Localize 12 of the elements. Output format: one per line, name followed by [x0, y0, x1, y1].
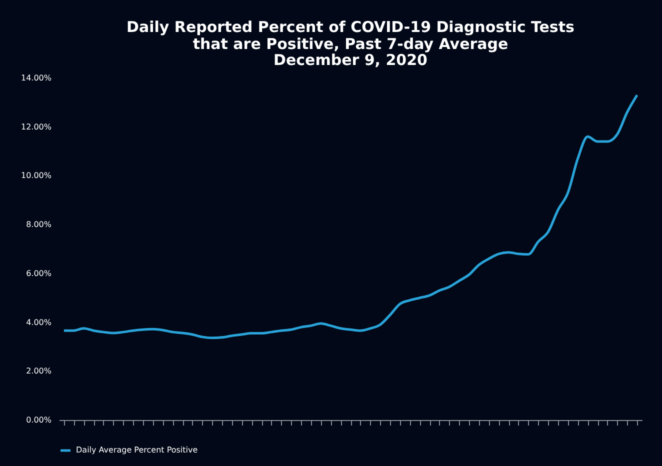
y-tick-label: 0.00%: [26, 416, 52, 424]
y-tick-label: 8.00%: [26, 220, 52, 230]
chart-subtitle: December 9, 2020: [274, 51, 428, 69]
y-tick-label: 12.00%: [20, 122, 52, 132]
legend-label: Daily Average Percent Positive: [76, 446, 198, 454]
line-series: [62, 94, 638, 340]
chart-title: Daily Reported Percent of COVID-19 Diagnostic Tests that are Positive, Past 7-day Average: [126, 18, 575, 53]
y-tick-label: 2.00%: [26, 366, 52, 376]
y-tick-label: 10.00%: [20, 171, 52, 180]
y-tick-label: 14.00%: [20, 74, 52, 82]
y-tick-label: 4.00%: [26, 318, 52, 327]
y-tick-label: 6.00%: [26, 268, 52, 278]
